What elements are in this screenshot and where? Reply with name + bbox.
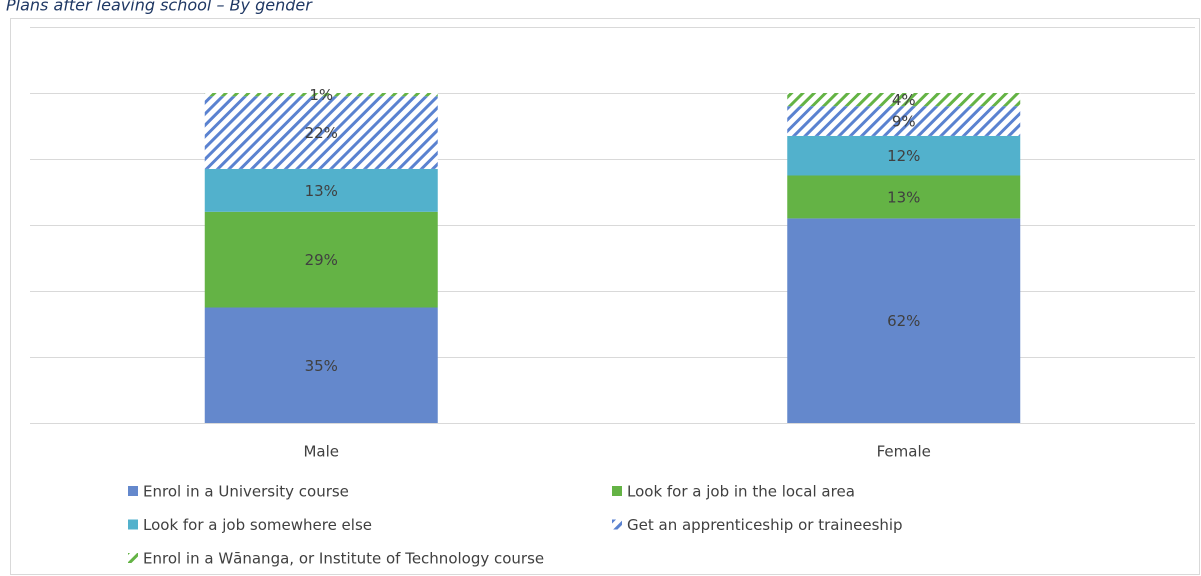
bar-segment bbox=[204, 168, 438, 212]
legend-swatch bbox=[612, 519, 622, 530]
bar-segment bbox=[787, 218, 1021, 423]
legend-label: Look for a job in the local area bbox=[627, 483, 855, 501]
bar-segment bbox=[787, 93, 1021, 107]
legend-label: Enrol in a Wānanga, or Institute of Tech… bbox=[143, 550, 544, 568]
legend-label: Get an apprenticeship or traineeship bbox=[627, 516, 903, 534]
data-label: 35% bbox=[305, 357, 338, 375]
bar-segment bbox=[787, 135, 1021, 176]
data-label: 9% bbox=[892, 113, 916, 131]
data-label: 12% bbox=[887, 147, 920, 165]
legend-label: Look for a job somewhere else bbox=[143, 516, 372, 534]
legend-swatch bbox=[128, 553, 138, 563]
data-label: 13% bbox=[887, 188, 920, 206]
data-label: 29% bbox=[305, 251, 338, 269]
data-label: 13% bbox=[305, 182, 338, 200]
legend-swatch bbox=[128, 486, 138, 496]
x-tick-label: Female bbox=[877, 443, 931, 461]
data-label: 22% bbox=[305, 124, 338, 142]
legend-label: Enrol in a University course bbox=[143, 483, 349, 501]
legend-swatch bbox=[612, 486, 622, 496]
bar-segment bbox=[204, 211, 438, 308]
legend-swatch bbox=[128, 519, 138, 530]
bar-segment bbox=[204, 96, 438, 169]
bar-segment bbox=[204, 307, 438, 423]
bar-segment bbox=[787, 175, 1021, 219]
data-label: 4% bbox=[892, 91, 916, 109]
bar-segment bbox=[787, 106, 1021, 136]
data-label: 1% bbox=[309, 86, 333, 104]
x-tick-label: Male bbox=[303, 443, 339, 461]
chart-title: Plans after leaving school – By gender bbox=[6, 0, 313, 15]
data-label: 62% bbox=[887, 312, 920, 330]
bar-segment bbox=[204, 93, 438, 97]
